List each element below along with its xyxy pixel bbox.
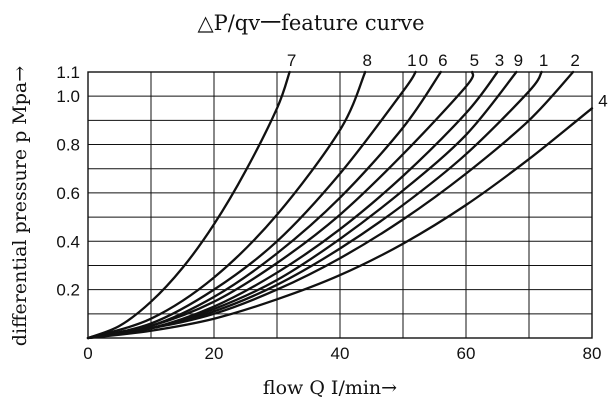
y-tick-label: 0.4 xyxy=(56,232,80,251)
curves xyxy=(86,70,594,340)
y-tick-label: 0.8 xyxy=(56,136,80,155)
curve-label-3: 3 xyxy=(495,51,506,70)
y-tick-label: 1.1 xyxy=(56,63,80,82)
curve-4 xyxy=(86,107,594,340)
curve-5 xyxy=(86,70,475,340)
x-tick-labels: 0 20 40 60 80 xyxy=(83,344,601,363)
curve-label-9: 9 xyxy=(514,51,525,70)
curve-label-6: 6 xyxy=(438,51,449,70)
curve-label-10: 10 xyxy=(407,51,430,70)
x-tick-label: 60 xyxy=(457,344,476,363)
curve-9 xyxy=(86,70,518,340)
curve-label-2: 2 xyxy=(570,51,581,70)
y-axis-title: differential pressure p Mpa→ xyxy=(9,66,31,346)
y-tick-label: 1.0 xyxy=(56,87,80,106)
curve-labels: 7 8 10 6 5 3 9 1 2 4 xyxy=(287,51,609,110)
curve-label-8: 8 xyxy=(362,51,373,70)
y-tick-label: 0.6 xyxy=(56,184,80,203)
curve-7 xyxy=(86,70,291,340)
curve-2 xyxy=(86,70,575,340)
x-tick-label: 40 xyxy=(331,344,350,363)
curve-3 xyxy=(86,70,499,340)
chart-title: △P/qv一feature curve xyxy=(197,11,424,35)
curve-label-7: 7 xyxy=(287,51,298,70)
x-tick-label: 20 xyxy=(205,344,224,363)
plot-frame xyxy=(87,71,593,339)
x-tick-label: 0 xyxy=(83,344,92,363)
grid xyxy=(88,72,592,338)
curve-10 xyxy=(86,70,417,340)
y-tick-labels: 0.2 0.4 0.6 0.8 1.0 1.1 xyxy=(56,63,80,300)
y-tick-label: 0.2 xyxy=(56,281,80,300)
x-axis-title: flow Q I/min→ xyxy=(263,377,397,399)
x-tick-label: 80 xyxy=(583,344,602,363)
curve-label-4: 4 xyxy=(598,91,609,110)
curve-label-5: 5 xyxy=(470,51,481,70)
curve-label-1: 1 xyxy=(539,51,550,70)
curve-8 xyxy=(86,70,367,340)
